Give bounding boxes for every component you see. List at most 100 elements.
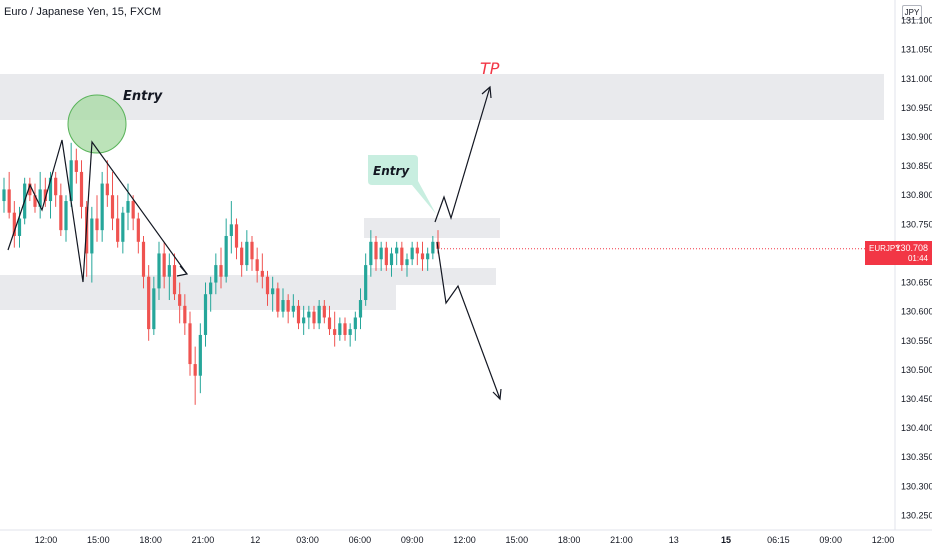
candle-body[interactable] xyxy=(219,265,223,277)
candle-body[interactable] xyxy=(395,247,399,254)
candle-body[interactable] xyxy=(214,265,218,283)
candle-body[interactable] xyxy=(69,160,73,202)
candle-body[interactable] xyxy=(38,189,42,207)
candle-body[interactable] xyxy=(281,300,285,312)
entry-callout[interactable] xyxy=(368,155,436,214)
price-tick-label: 130.250 xyxy=(901,510,932,520)
candle-body[interactable] xyxy=(105,183,109,196)
candle-body[interactable] xyxy=(420,253,425,260)
candle-body[interactable] xyxy=(255,259,259,271)
sell-zone-box[interactable] xyxy=(370,268,496,285)
candle-body[interactable] xyxy=(400,247,404,266)
drawn-arrows[interactable] xyxy=(7,85,502,401)
candle-body[interactable] xyxy=(327,317,332,330)
candle-body[interactable] xyxy=(265,276,270,295)
candle-body[interactable] xyxy=(209,282,213,295)
candle-body[interactable] xyxy=(74,160,78,172)
candle-body[interactable] xyxy=(64,201,68,231)
candle-body[interactable] xyxy=(338,323,342,335)
candle-body[interactable] xyxy=(152,288,156,330)
candle-body[interactable] xyxy=(250,241,254,260)
candle-body[interactable] xyxy=(90,218,94,254)
candle-body[interactable] xyxy=(291,305,295,312)
candle-body[interactable] xyxy=(33,195,37,207)
candle-body[interactable] xyxy=(2,189,6,202)
candle-body[interactable] xyxy=(141,241,146,277)
candle-body[interactable] xyxy=(260,270,264,277)
candle-body[interactable] xyxy=(384,247,388,266)
candle-body[interactable] xyxy=(343,323,347,335)
candle-body[interactable] xyxy=(276,288,280,312)
candle-body[interactable] xyxy=(116,218,120,242)
candle-body[interactable] xyxy=(188,323,192,365)
candle-body[interactable] xyxy=(405,259,409,266)
candle-body[interactable] xyxy=(79,171,84,207)
candle-body[interactable] xyxy=(12,212,16,236)
tp-arrow-line[interactable] xyxy=(434,86,491,223)
candle-body[interactable] xyxy=(229,224,233,236)
candle-body[interactable] xyxy=(95,218,99,231)
candle-body[interactable] xyxy=(296,305,301,324)
candle-body[interactable] xyxy=(121,212,125,242)
candle-body[interactable] xyxy=(147,276,151,330)
candle-body[interactable] xyxy=(286,300,290,312)
candle-body[interactable] xyxy=(167,265,171,277)
price-tick-label: 130.950 xyxy=(901,103,932,113)
entry-circle[interactable] xyxy=(67,94,127,154)
candle-body[interactable] xyxy=(193,364,197,376)
candle-body[interactable] xyxy=(157,253,161,289)
candle-body[interactable] xyxy=(312,311,316,324)
candle-body[interactable] xyxy=(172,265,177,295)
price-axis[interactable]: 131.100 131.050 131.000 130.950 130.900 130.8… xyxy=(901,16,932,521)
candle-body[interactable] xyxy=(333,329,337,335)
candle-body[interactable] xyxy=(234,224,239,248)
candle-body[interactable] xyxy=(302,317,306,324)
candle-body[interactable] xyxy=(245,241,249,266)
candle-body[interactable] xyxy=(322,305,326,318)
down-arrow-line[interactable] xyxy=(436,241,501,400)
candle-body[interactable] xyxy=(7,189,11,213)
candle-body[interactable] xyxy=(389,253,394,266)
candle-body[interactable] xyxy=(131,201,135,219)
candle-body[interactable] xyxy=(317,305,321,324)
candle-body[interactable] xyxy=(54,177,58,196)
support-zone[interactable] xyxy=(0,275,396,310)
candle-body[interactable] xyxy=(379,247,383,260)
candle-body[interactable] xyxy=(162,253,166,277)
zigzag-arrow-line[interactable] xyxy=(7,139,188,283)
time-tick-label: 03:00 xyxy=(296,535,319,545)
candle-body[interactable] xyxy=(198,334,202,376)
candle-body[interactable] xyxy=(374,241,378,260)
symbol-title: Euro / Japanese Yen, 15, FXCM xyxy=(4,6,162,18)
candle-body[interactable] xyxy=(426,253,430,260)
candle-body[interactable] xyxy=(364,265,368,301)
candle-body[interactable] xyxy=(28,183,32,196)
candle-body[interactable] xyxy=(136,218,140,242)
candle-body[interactable] xyxy=(431,241,435,254)
candle-body[interactable] xyxy=(353,317,357,330)
candle-body[interactable] xyxy=(410,247,414,260)
candle-body[interactable] xyxy=(59,195,63,231)
candle-body[interactable] xyxy=(415,247,419,254)
candle-body[interactable] xyxy=(203,294,208,335)
candle-body[interactable] xyxy=(224,235,228,277)
candle-body[interactable] xyxy=(17,218,22,236)
candle-body[interactable] xyxy=(307,311,311,318)
candle-body[interactable] xyxy=(48,177,53,202)
candle-body[interactable] xyxy=(271,288,275,295)
candle-body[interactable] xyxy=(43,189,47,202)
currency-button[interactable]: JPY xyxy=(902,5,922,20)
candle-body[interactable] xyxy=(240,247,244,266)
candle-body[interactable] xyxy=(178,294,182,306)
candle-body[interactable] xyxy=(348,329,352,335)
candle-body[interactable] xyxy=(110,195,115,219)
candle-body[interactable] xyxy=(100,183,104,231)
candle-body[interactable] xyxy=(369,241,373,266)
candle-body[interactable] xyxy=(358,300,363,318)
candle-body[interactable] xyxy=(126,201,130,213)
resistance-zone[interactable] xyxy=(0,74,884,120)
time-axis[interactable]: 12:00 15:00 18:00 21:00 12 03:00 06:00 09:00 12:… xyxy=(35,535,895,545)
buy-zone-box[interactable] xyxy=(364,218,500,238)
candle-body[interactable] xyxy=(183,305,187,324)
